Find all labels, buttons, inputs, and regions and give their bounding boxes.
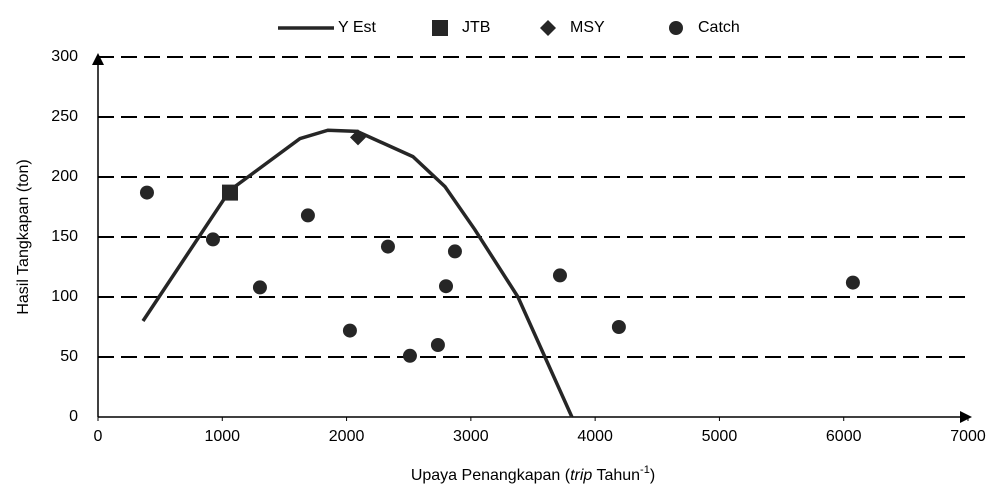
- point: [431, 338, 445, 352]
- y-axis-arrow: [92, 53, 104, 65]
- x-tick-label: 3000: [453, 428, 489, 445]
- y-tick-label: 50: [60, 348, 78, 365]
- y-tick-label: 150: [51, 228, 78, 245]
- chart: Hasil Tangkapan (ton) Upaya Penangkapan …: [0, 0, 993, 488]
- legend-marker: [432, 20, 448, 36]
- y-tick-label: 200: [51, 168, 78, 185]
- x-label-part: trip: [570, 467, 592, 484]
- y-axis-label: Hasil Tangkapan (ton): [15, 159, 32, 314]
- point: [381, 240, 395, 254]
- legend-label: Catch: [698, 19, 740, 36]
- x-tick-label: 0: [94, 428, 103, 445]
- y-tick-label: 100: [51, 288, 78, 305]
- point: [301, 208, 315, 222]
- x-label-part: -1: [640, 464, 650, 476]
- x-tick-label: 1000: [204, 428, 240, 445]
- x-tick-label: 2000: [329, 428, 365, 445]
- legend-label: MSY: [570, 19, 605, 36]
- point: [222, 185, 238, 201]
- legend-label: JTB: [462, 19, 490, 36]
- x-tick-label: 4000: [577, 428, 613, 445]
- point: [206, 232, 220, 246]
- x-tick-label: 5000: [702, 428, 738, 445]
- x-tick-label: 6000: [826, 428, 862, 445]
- point: [343, 324, 357, 338]
- y-tick-label: 0: [69, 408, 78, 425]
- x-label-part: Tahun: [592, 467, 640, 484]
- legend-marker: [669, 21, 683, 35]
- x-tick-label: 7000: [950, 428, 986, 445]
- legend-marker: [540, 20, 556, 36]
- point: [448, 244, 462, 258]
- point: [140, 186, 154, 200]
- point: [846, 276, 860, 290]
- x-axis-label: Upaya Penangkapan (trip Tahun-1): [411, 464, 655, 484]
- x-label-part: Upaya Penangkapan (: [411, 467, 571, 484]
- point: [553, 268, 567, 282]
- line: [143, 130, 572, 417]
- point: [612, 320, 626, 334]
- point: [253, 280, 267, 294]
- y-tick-label: 300: [51, 48, 78, 65]
- x-axis-arrow: [960, 411, 972, 423]
- y-tick-label: 250: [51, 108, 78, 125]
- point: [403, 349, 417, 363]
- point: [439, 279, 453, 293]
- x-label-part: ): [650, 467, 655, 484]
- legend-label: Y Est: [338, 19, 377, 36]
